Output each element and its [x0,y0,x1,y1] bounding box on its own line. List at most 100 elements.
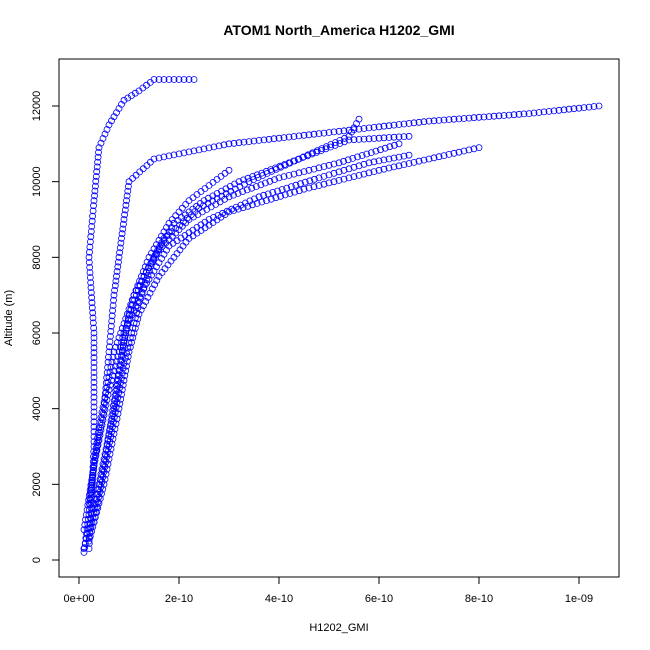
data-point [149,258,156,266]
data-point [121,211,128,219]
data-point [133,309,140,317]
data-point [176,221,184,229]
data-point [325,129,333,136]
y-tick-label: 10000 [31,166,43,197]
data-point [124,94,132,102]
data-point [331,141,339,149]
data-point [114,376,122,383]
data-point [112,395,119,403]
data-point [340,138,348,146]
data-point [310,183,318,191]
data-point [395,133,403,141]
data-point [277,163,285,171]
data-point [185,76,193,83]
data-point [340,127,348,135]
data-point [104,358,112,366]
data-point [300,185,308,193]
data-point [123,320,131,327]
data-point [90,378,98,386]
data-point [89,458,97,466]
chart-title: ATOM1 North_America H1202_GMI [223,22,454,38]
data-point [365,135,373,143]
data-point [267,195,275,203]
data-point [94,490,102,498]
data-point [235,139,243,147]
data-point [109,407,117,415]
data-point [355,162,363,170]
data-point [98,408,106,416]
data-point [101,393,109,401]
data-point [144,272,152,279]
data-point [138,272,145,280]
data-point [94,153,102,161]
data-point [80,549,88,556]
data-point [88,217,96,225]
data-point [90,344,98,352]
data-point [283,184,291,192]
data-point [114,380,121,388]
y-tick-label: 4000 [31,396,43,420]
data-point [115,258,122,266]
x-tick-label: 1e-09 [565,593,593,605]
data-point [367,149,375,157]
data-point [90,197,98,205]
data-point [136,277,144,285]
data-point [142,268,150,276]
data-point [92,500,100,508]
data-point [98,471,106,479]
data-point [90,369,98,376]
data-point [95,148,102,156]
data-point [390,133,398,141]
data-point [274,187,281,195]
data-point [310,165,318,173]
data-point [525,110,533,117]
data-point [190,76,198,83]
data-point [485,113,493,120]
data-point [80,545,88,552]
data-point [455,148,463,156]
data-point [420,156,428,164]
data-point [386,143,394,151]
data-point [153,277,161,284]
data-point [365,159,373,167]
data-point [89,463,97,471]
data-point [237,201,245,209]
data-point [306,177,314,185]
x-tick-label: 4e-10 [265,593,293,605]
data-point [234,205,242,213]
data-point [92,177,100,185]
data-point [380,165,388,173]
data-point [112,343,120,351]
data-point [515,110,523,118]
data-point [400,133,408,141]
data-point [358,152,366,159]
data-point [500,112,508,119]
data-point [266,177,274,185]
data-point [116,244,124,252]
data-point [264,190,272,198]
data-point [309,149,317,157]
data-point [415,118,423,126]
data-point [400,161,408,169]
data-point [95,144,103,152]
data-point [114,263,122,271]
data-point [89,319,97,327]
data-point [118,324,126,332]
data-point [90,453,97,461]
data-point [480,113,488,121]
data-point [295,132,303,140]
data-point [435,117,443,124]
data-point [111,392,119,400]
data-point [96,495,104,502]
data-point [94,158,101,166]
data-point [252,183,260,190]
data-point [267,166,275,174]
y-tick-label: 12000 [31,91,43,122]
data-point [118,353,125,361]
data-point [113,385,121,393]
data-point [141,263,149,271]
data-point [108,358,116,366]
data-point [263,169,271,177]
data-point [349,154,357,162]
data-point [440,152,448,160]
